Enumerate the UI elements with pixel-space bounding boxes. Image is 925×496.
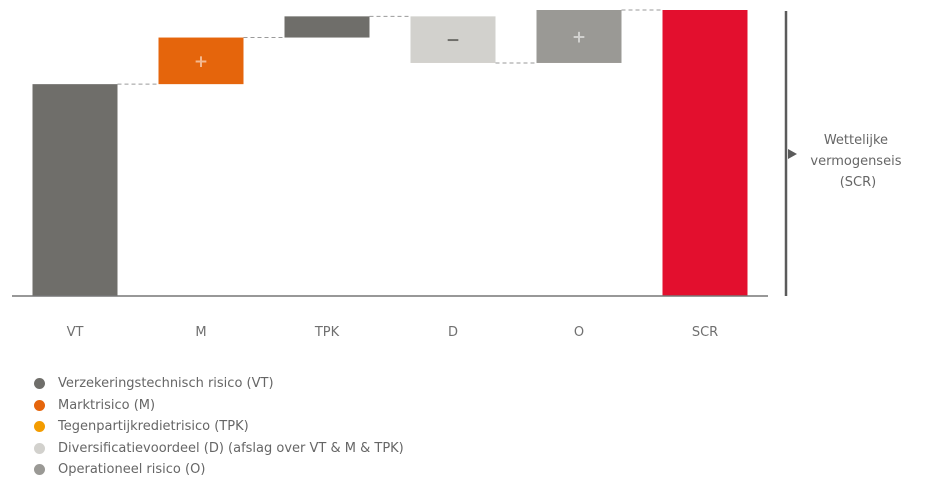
legend-label: Diversificatievoordeel (D) (afslag over … xyxy=(58,440,404,456)
legend-item-tpk: Tegenpartijkredietrisico (TPK) xyxy=(34,416,404,438)
sign-m: + xyxy=(194,52,208,72)
bar-vt xyxy=(32,84,118,296)
bar-scr xyxy=(662,10,748,296)
legend-item-o: Operationeel risico (O) xyxy=(34,459,404,481)
tick-label-tpk: TPK xyxy=(314,325,340,340)
tick-label-vt: VT xyxy=(67,325,84,340)
bar-tpk xyxy=(284,16,370,38)
bar-d xyxy=(410,16,496,63)
tick-label-o: O xyxy=(574,325,584,340)
legend-item-d: Diversificatievoordeel (D) (afslag over … xyxy=(34,438,404,460)
tick-label-m: M xyxy=(195,325,206,340)
tick-label-scr: SCR xyxy=(692,325,718,340)
bar-o xyxy=(536,10,622,63)
bar-m xyxy=(158,37,244,85)
scr-annotation: Wettelijke vermogenseis (SCR) xyxy=(810,133,905,190)
legend-swatch xyxy=(34,378,45,390)
legend-label: Operationeel risico (O) xyxy=(58,462,206,478)
bracket-arrow-icon xyxy=(788,149,797,159)
sign-d: − xyxy=(446,31,460,51)
legend-item-vt: Verzekeringstechnisch risico (VT) xyxy=(34,373,404,395)
legend-swatch xyxy=(34,421,45,433)
legend-label: Verzekeringstechnisch risico (VT) xyxy=(58,376,274,392)
legend-item-m: Marktrisico (M) xyxy=(34,395,404,417)
x-tick-labels: VT M TPK D O SCR xyxy=(67,325,719,340)
legend-swatch xyxy=(34,399,45,411)
legend-label: Tegenpartijkredietrisico (TPK) xyxy=(58,419,249,435)
sign-o: + xyxy=(572,27,586,47)
legend-swatch xyxy=(34,442,45,454)
waterfall-chart: + − + VT M TPK D O SCR Wettelijke vermogenseis … xyxy=(12,9,905,340)
legend: Verzekeringstechnisch risico (VT) Marktr… xyxy=(34,373,404,481)
bars xyxy=(32,10,748,296)
tick-label-d: D xyxy=(448,325,458,340)
bar-signs: + − + xyxy=(194,27,586,71)
legend-label: Marktrisico (M) xyxy=(58,397,156,413)
legend-swatch xyxy=(34,464,45,476)
